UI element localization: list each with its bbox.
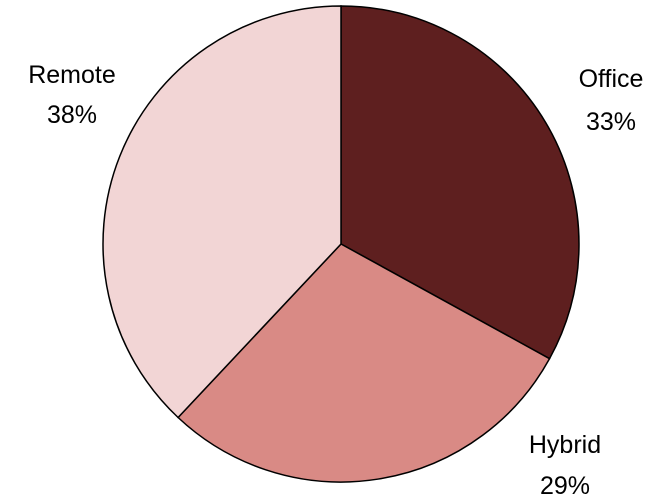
slice-value-label-office: 33% — [586, 108, 636, 136]
pie-slice-office — [340, 5, 580, 360]
pie-labels: Office 33% Hybrid 29% Remote 38% — [28, 61, 643, 497]
pie-slices — [102, 5, 580, 483]
slice-label-remote: Remote — [28, 61, 116, 89]
slice-value-label-remote: 38% — [47, 101, 97, 129]
slice-label-office: Office — [579, 65, 644, 93]
pie-slice-remote — [102, 5, 342, 419]
slice-value-label-hybrid: 29% — [540, 472, 590, 497]
pie-slice-hybrid — [177, 243, 551, 483]
slice-label-hybrid: Hybrid — [529, 431, 601, 459]
